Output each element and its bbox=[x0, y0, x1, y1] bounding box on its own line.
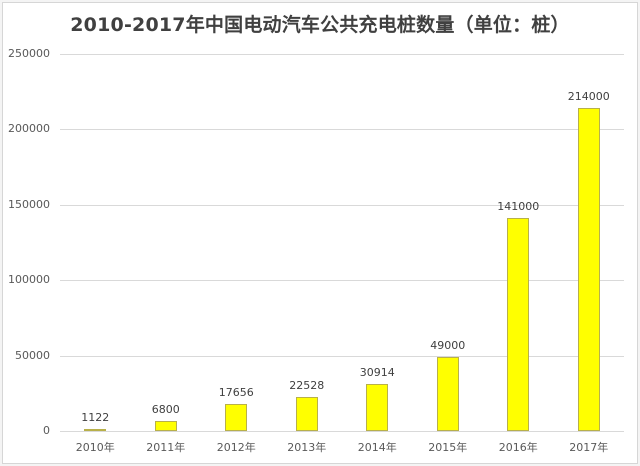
bar[interactable] bbox=[154, 420, 177, 431]
x-axis-tick-label: 2012年 bbox=[216, 441, 256, 454]
y-axis-tick-label: 50000 bbox=[15, 348, 50, 362]
x-axis-tick-label: 2015年 bbox=[428, 441, 468, 454]
data-label: 49000 bbox=[430, 339, 466, 353]
bar[interactable] bbox=[436, 357, 459, 431]
data-label: 1122 bbox=[81, 411, 110, 425]
gridline bbox=[60, 355, 624, 357]
bar[interactable] bbox=[507, 218, 530, 431]
bar[interactable] bbox=[577, 108, 600, 431]
gridline bbox=[60, 204, 624, 206]
y-axis-tick-label: 250000 bbox=[8, 47, 50, 60]
bar[interactable] bbox=[295, 397, 318, 431]
x-axis-tick-label: 2013年 bbox=[287, 441, 327, 454]
data-label: 214000 bbox=[567, 90, 610, 104]
data-label: 30914 bbox=[359, 366, 395, 380]
x-axis-tick-label: 2011年 bbox=[146, 441, 186, 454]
gridline bbox=[60, 280, 624, 282]
plot-area: 0 50000 100000 150000 200000 250000 1122 2010年 6… bbox=[8, 47, 624, 454]
y-axis-tick-label: 0 bbox=[43, 424, 50, 437]
data-label: 6800 bbox=[151, 402, 180, 416]
gridline bbox=[60, 54, 624, 55]
x-axis-tick-label: 2014年 bbox=[357, 441, 397, 454]
x-axis-tick-label: 2016年 bbox=[498, 441, 538, 454]
x-axis-tick-label: 2010年 bbox=[75, 441, 115, 454]
bar[interactable] bbox=[225, 404, 248, 431]
bar[interactable] bbox=[84, 429, 107, 432]
data-label: 17656 bbox=[218, 386, 254, 400]
y-axis-tick-label: 100000 bbox=[8, 273, 50, 287]
y-axis-tick-label: 150000 bbox=[8, 197, 50, 211]
x-axis-tick-label: 2017年 bbox=[569, 441, 609, 454]
bar[interactable] bbox=[366, 384, 389, 431]
y-axis-tick-label: 200000 bbox=[8, 122, 50, 136]
chart-title: 2010-2017年中国电动汽车公共充电桩数量（单位：桩） bbox=[70, 14, 570, 36]
data-label: 141000 bbox=[497, 200, 540, 214]
data-label: 22528 bbox=[289, 379, 325, 393]
gridline bbox=[60, 431, 624, 432]
gridline bbox=[60, 129, 624, 131]
